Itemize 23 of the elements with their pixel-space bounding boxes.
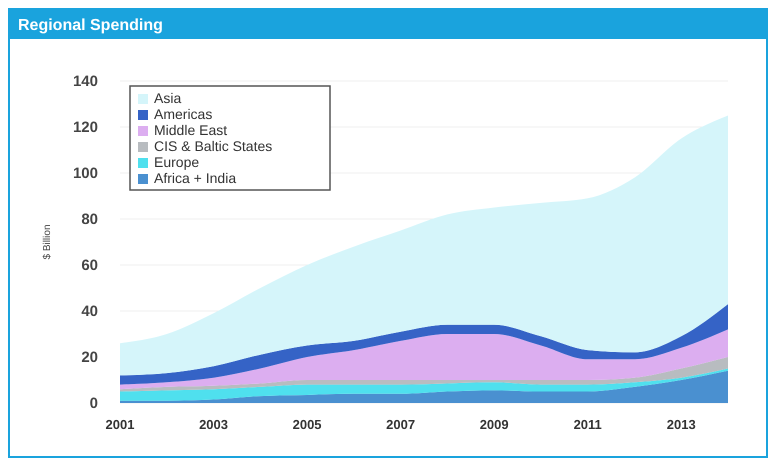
legend-label: Europe [154, 154, 200, 170]
y-tick-label: 60 [81, 257, 98, 274]
y-tick-label: 20 [81, 349, 98, 366]
legend-label: Africa + India [154, 170, 236, 186]
legend-label: CIS & Baltic States [154, 138, 272, 154]
x-tick-label: 2007 [386, 417, 416, 432]
y-axis-title: $ Billion [42, 224, 53, 260]
legend-label: Middle East [154, 122, 228, 138]
legend-label: Asia [154, 90, 182, 106]
x-tick-label: 2001 [106, 417, 134, 432]
y-tick-label: 120 [72, 119, 98, 136]
y-tick-label: 100 [72, 165, 98, 182]
legend-label: Americas [154, 106, 212, 122]
x-tick-label: 2013 [666, 417, 696, 432]
x-tick-label: 2011 [574, 417, 602, 432]
x-tick-label: 2003 [199, 417, 228, 432]
chart-title: Regional Spending [18, 17, 163, 34]
y-tick-label: 80 [81, 211, 98, 228]
x-tick-label: 2005 [292, 417, 322, 432]
x-tick-label: 2009 [480, 417, 509, 432]
y-tick-label: 140 [72, 73, 98, 90]
y-tick-label: 40 [81, 303, 98, 320]
y-tick-label: 0 [90, 395, 98, 412]
